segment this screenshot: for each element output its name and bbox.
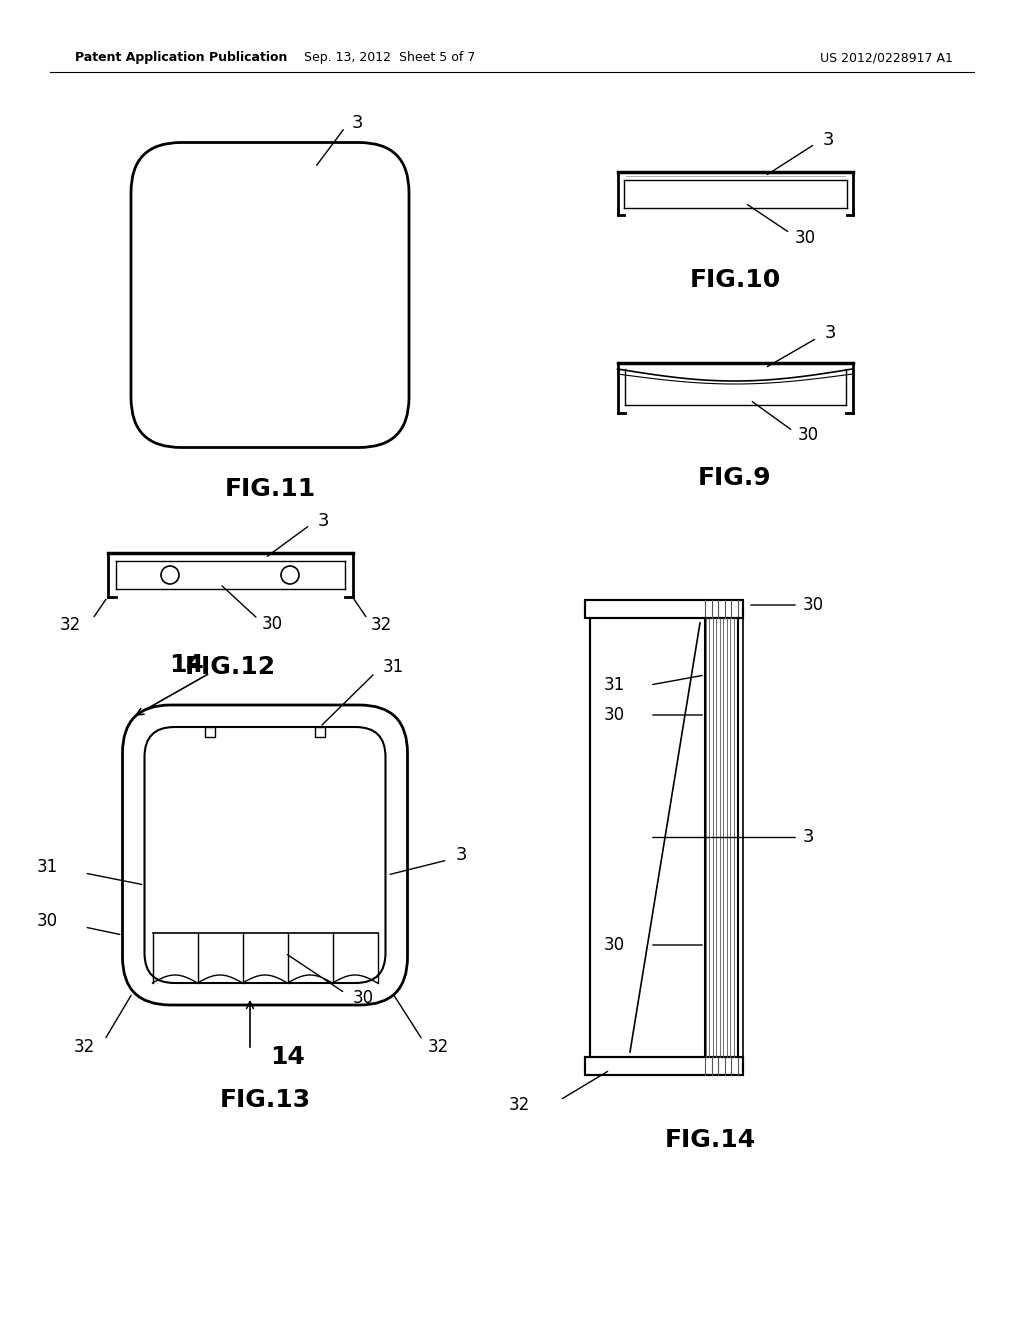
Text: 3: 3 bbox=[803, 829, 814, 846]
Bar bbox=[315, 727, 325, 737]
Text: 30: 30 bbox=[37, 912, 57, 931]
Text: 32: 32 bbox=[74, 1038, 94, 1056]
Text: 30: 30 bbox=[604, 936, 625, 954]
Text: 3: 3 bbox=[825, 323, 837, 342]
Bar bbox=[585, 601, 743, 618]
Text: 32: 32 bbox=[427, 1038, 449, 1056]
Text: 31: 31 bbox=[604, 676, 625, 694]
Text: FIG.10: FIG.10 bbox=[689, 268, 780, 292]
Bar bbox=[205, 727, 215, 737]
Text: FIG.13: FIG.13 bbox=[219, 1088, 310, 1111]
Bar bbox=[585, 1057, 743, 1074]
Text: FIG.12: FIG.12 bbox=[184, 655, 275, 678]
Bar bbox=[585, 601, 743, 618]
Text: 30: 30 bbox=[795, 228, 816, 247]
Text: 30: 30 bbox=[353, 989, 374, 1007]
FancyBboxPatch shape bbox=[144, 727, 385, 983]
Text: 32: 32 bbox=[59, 616, 81, 634]
Text: 3: 3 bbox=[823, 131, 835, 149]
Text: 30: 30 bbox=[803, 597, 824, 614]
Text: 31: 31 bbox=[383, 657, 404, 676]
Bar bbox=[585, 1057, 743, 1074]
Text: FIG.14: FIG.14 bbox=[665, 1129, 756, 1152]
Text: 14: 14 bbox=[170, 653, 205, 677]
Text: 3: 3 bbox=[318, 512, 330, 531]
FancyBboxPatch shape bbox=[131, 143, 409, 447]
Text: US 2012/0228917 A1: US 2012/0228917 A1 bbox=[820, 51, 953, 65]
Text: 30: 30 bbox=[798, 426, 819, 444]
Text: 31: 31 bbox=[36, 858, 57, 876]
Text: Sep. 13, 2012  Sheet 5 of 7: Sep. 13, 2012 Sheet 5 of 7 bbox=[304, 51, 476, 65]
Text: 32: 32 bbox=[509, 1096, 530, 1114]
Text: 14: 14 bbox=[270, 1045, 305, 1069]
FancyBboxPatch shape bbox=[123, 705, 408, 1005]
Text: 3: 3 bbox=[352, 114, 364, 132]
Text: FIG.9: FIG.9 bbox=[698, 466, 772, 490]
Text: FIG.11: FIG.11 bbox=[224, 478, 315, 502]
Text: 30: 30 bbox=[262, 615, 283, 634]
Text: 30: 30 bbox=[604, 706, 625, 723]
Text: 3: 3 bbox=[456, 846, 467, 865]
Text: 32: 32 bbox=[371, 616, 392, 634]
Text: Patent Application Publication: Patent Application Publication bbox=[75, 51, 288, 65]
